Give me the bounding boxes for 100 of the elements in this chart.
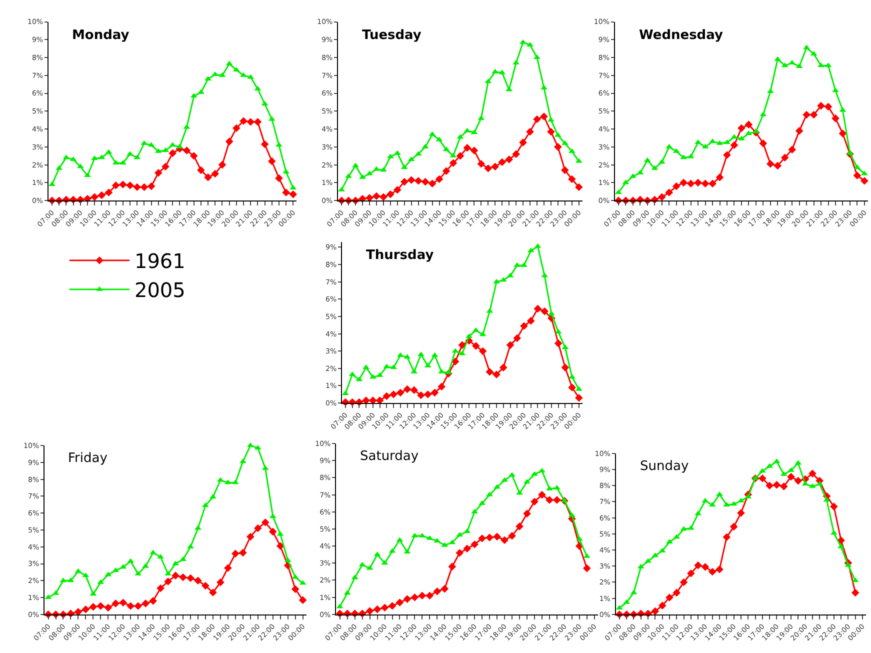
point (179, 573, 187, 582)
point (456, 152, 464, 160)
text: Monday (72, 28, 130, 43)
point (694, 561, 702, 570)
point (505, 156, 513, 164)
point (716, 491, 723, 496)
point (426, 592, 434, 600)
point (508, 532, 516, 540)
point (449, 159, 458, 167)
point (156, 584, 164, 592)
point (291, 585, 300, 593)
point (534, 304, 542, 313)
point (168, 149, 176, 158)
point (414, 177, 422, 185)
point (239, 548, 247, 557)
point (472, 342, 480, 350)
point (491, 162, 500, 170)
point (463, 144, 472, 152)
point (224, 564, 232, 572)
point (126, 151, 134, 156)
point (119, 598, 128, 607)
point (810, 110, 818, 119)
point (546, 486, 553, 490)
point (134, 602, 142, 610)
point (440, 584, 449, 593)
point (180, 556, 186, 562)
point (665, 188, 674, 196)
point (730, 141, 738, 150)
point (730, 522, 738, 531)
point (96, 602, 105, 610)
point (486, 368, 494, 376)
point (442, 167, 450, 175)
point (359, 174, 366, 179)
point (204, 173, 212, 182)
point (366, 170, 373, 176)
point (788, 146, 796, 154)
point (860, 177, 868, 185)
text: Wednesday (639, 28, 724, 43)
point (366, 607, 374, 615)
point (554, 339, 562, 348)
point (548, 117, 554, 122)
point (658, 193, 666, 201)
point (708, 180, 716, 188)
point (516, 522, 524, 530)
point (232, 550, 240, 558)
point (218, 160, 226, 169)
point (433, 587, 442, 596)
point (526, 316, 535, 325)
point (162, 162, 170, 170)
point (260, 140, 269, 148)
point (824, 102, 832, 111)
text: Sunday (640, 459, 689, 474)
point (672, 182, 680, 190)
point (493, 532, 501, 541)
point (240, 72, 247, 77)
point (373, 166, 380, 171)
point (540, 307, 549, 316)
point (766, 160, 774, 168)
point (84, 172, 91, 178)
point (463, 544, 472, 553)
point (701, 180, 710, 188)
point (520, 322, 528, 330)
point (484, 164, 492, 172)
point (493, 278, 500, 284)
point (808, 470, 816, 478)
point (694, 178, 702, 187)
point (538, 468, 546, 472)
point (547, 128, 555, 136)
point (530, 498, 538, 506)
point (780, 482, 788, 490)
point (403, 595, 412, 603)
point (478, 534, 486, 542)
point (832, 88, 839, 92)
point (500, 536, 508, 544)
point (716, 173, 724, 182)
point (190, 152, 198, 160)
point (723, 151, 731, 159)
point (492, 370, 500, 378)
point (538, 490, 546, 499)
point (172, 560, 179, 566)
point (851, 588, 860, 597)
point (126, 181, 134, 190)
point (210, 494, 216, 499)
point (738, 136, 745, 140)
point (709, 138, 716, 144)
point (531, 471, 538, 476)
point (478, 347, 487, 356)
point (533, 115, 541, 124)
point (424, 390, 432, 398)
point (708, 568, 716, 576)
point (407, 176, 416, 184)
point (526, 42, 534, 47)
point (380, 604, 389, 612)
point (149, 597, 157, 605)
point (388, 602, 396, 610)
point (680, 578, 688, 586)
point (119, 180, 127, 188)
point (644, 558, 652, 563)
point (506, 341, 514, 349)
point (666, 594, 674, 602)
